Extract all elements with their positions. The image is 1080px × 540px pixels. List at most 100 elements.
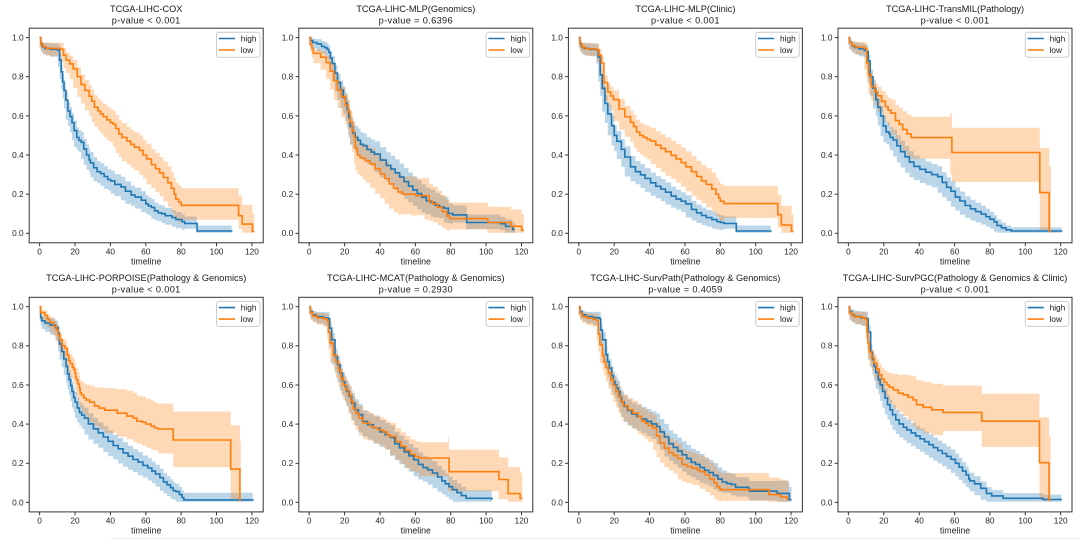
svg-text:0: 0 xyxy=(307,516,312,526)
svg-text:100: 100 xyxy=(749,516,763,526)
svg-text:low: low xyxy=(241,314,254,324)
svg-text:high: high xyxy=(1050,302,1066,312)
svg-text:20: 20 xyxy=(879,247,889,257)
svg-text:40: 40 xyxy=(915,516,925,526)
svg-text:80: 80 xyxy=(985,247,995,257)
svg-text:0.6: 0.6 xyxy=(821,380,833,390)
svg-text:p-value < 0.001: p-value < 0.001 xyxy=(921,15,990,25)
svg-text:high: high xyxy=(510,302,526,312)
svg-text:0.0: 0.0 xyxy=(12,228,24,238)
svg-text:0.4: 0.4 xyxy=(821,150,833,160)
svg-text:0: 0 xyxy=(576,516,581,526)
svg-text:0.4: 0.4 xyxy=(551,419,563,429)
svg-text:low: low xyxy=(1050,45,1063,55)
svg-text:0.8: 0.8 xyxy=(282,72,294,82)
svg-text:80: 80 xyxy=(716,516,726,526)
svg-text:high: high xyxy=(510,33,526,43)
svg-text:p-value = 0.6396: p-value = 0.6396 xyxy=(379,15,453,25)
svg-text:120: 120 xyxy=(1054,516,1068,526)
svg-text:60: 60 xyxy=(950,516,960,526)
svg-text:low: low xyxy=(780,314,793,324)
svg-text:0.8: 0.8 xyxy=(821,72,833,82)
svg-text:high: high xyxy=(241,302,257,312)
svg-text:0.0: 0.0 xyxy=(821,497,833,507)
svg-text:20: 20 xyxy=(340,247,350,257)
svg-text:0.2: 0.2 xyxy=(12,458,24,468)
svg-text:1.0: 1.0 xyxy=(12,33,24,43)
svg-text:0.2: 0.2 xyxy=(551,189,563,199)
svg-text:0.4: 0.4 xyxy=(551,150,563,160)
svg-text:1.0: 1.0 xyxy=(821,302,833,312)
svg-text:TCGA-LIHC-MLP(Clinic): TCGA-LIHC-MLP(Clinic) xyxy=(635,4,735,14)
svg-text:60: 60 xyxy=(141,247,151,257)
svg-text:120: 120 xyxy=(245,247,259,257)
svg-text:1.0: 1.0 xyxy=(12,302,24,312)
svg-text:120: 120 xyxy=(245,516,259,526)
svg-text:20: 20 xyxy=(610,516,620,526)
svg-text:0.6: 0.6 xyxy=(551,111,563,121)
svg-text:0.2: 0.2 xyxy=(821,458,833,468)
svg-text:0.4: 0.4 xyxy=(821,419,833,429)
svg-text:0.8: 0.8 xyxy=(551,341,563,351)
svg-text:1.0: 1.0 xyxy=(282,302,294,312)
svg-text:60: 60 xyxy=(680,247,690,257)
svg-text:0.4: 0.4 xyxy=(282,150,294,160)
svg-text:0.2: 0.2 xyxy=(282,458,294,468)
svg-text:0: 0 xyxy=(576,247,581,257)
svg-text:0: 0 xyxy=(307,247,312,257)
svg-text:low: low xyxy=(780,45,793,55)
svg-text:timeline: timeline xyxy=(670,257,700,267)
svg-text:TCGA-LIHC-SurvPGC(Pathology &: TCGA-LIHC-SurvPGC(Pathology & Genomics &… xyxy=(843,273,1068,283)
svg-text:p-value < 0.001: p-value < 0.001 xyxy=(651,15,720,25)
svg-text:0.8: 0.8 xyxy=(821,341,833,351)
svg-text:80: 80 xyxy=(176,516,186,526)
svg-text:80: 80 xyxy=(446,247,456,257)
svg-text:0.8: 0.8 xyxy=(12,72,24,82)
svg-text:0.0: 0.0 xyxy=(551,497,563,507)
svg-text:20: 20 xyxy=(70,247,80,257)
svg-text:0.4: 0.4 xyxy=(12,419,24,429)
svg-text:timeline: timeline xyxy=(131,257,161,267)
svg-text:p-value < 0.001: p-value < 0.001 xyxy=(921,285,990,295)
svg-text:high: high xyxy=(780,302,796,312)
svg-text:low: low xyxy=(510,314,523,324)
svg-text:timeline: timeline xyxy=(940,257,970,267)
svg-text:60: 60 xyxy=(411,247,421,257)
svg-text:80: 80 xyxy=(985,516,995,526)
svg-text:20: 20 xyxy=(879,516,889,526)
svg-text:0.8: 0.8 xyxy=(282,341,294,351)
svg-text:100: 100 xyxy=(210,247,224,257)
svg-text:TCGA-LIHC-MLP(Genomics): TCGA-LIHC-MLP(Genomics) xyxy=(356,4,475,14)
svg-text:100: 100 xyxy=(749,247,763,257)
svg-text:0: 0 xyxy=(846,516,851,526)
svg-text:0.2: 0.2 xyxy=(551,458,563,468)
svg-text:0.2: 0.2 xyxy=(282,189,294,199)
svg-text:120: 120 xyxy=(1054,247,1068,257)
svg-text:0.4: 0.4 xyxy=(12,150,24,160)
svg-text:timeline: timeline xyxy=(940,526,970,536)
svg-text:high: high xyxy=(241,33,257,43)
svg-text:0: 0 xyxy=(846,247,851,257)
svg-text:60: 60 xyxy=(411,516,421,526)
svg-text:p-value < 0.001: p-value < 0.001 xyxy=(112,15,181,25)
svg-text:0.8: 0.8 xyxy=(551,72,563,82)
svg-text:timeline: timeline xyxy=(131,526,161,536)
svg-text:0.0: 0.0 xyxy=(282,228,294,238)
svg-text:low: low xyxy=(510,45,523,55)
svg-text:TCGA-LIHC-COX: TCGA-LIHC-COX xyxy=(110,4,182,14)
svg-text:0.8: 0.8 xyxy=(12,341,24,351)
svg-text:120: 120 xyxy=(784,247,798,257)
svg-text:0.6: 0.6 xyxy=(12,380,24,390)
svg-text:0.6: 0.6 xyxy=(282,380,294,390)
svg-text:p-value = 0.4059: p-value = 0.4059 xyxy=(648,285,722,295)
svg-text:1.0: 1.0 xyxy=(821,33,833,43)
svg-text:0.6: 0.6 xyxy=(821,111,833,121)
svg-text:60: 60 xyxy=(680,516,690,526)
svg-text:TCGA-LIHC-MCAT(Pathology & Gen: TCGA-LIHC-MCAT(Pathology & Genomics) xyxy=(327,273,505,283)
svg-text:timeline: timeline xyxy=(670,526,700,536)
svg-text:high: high xyxy=(780,33,796,43)
svg-text:0.0: 0.0 xyxy=(12,497,24,507)
svg-text:40: 40 xyxy=(645,516,655,526)
svg-text:40: 40 xyxy=(106,516,116,526)
svg-text:0.2: 0.2 xyxy=(821,189,833,199)
